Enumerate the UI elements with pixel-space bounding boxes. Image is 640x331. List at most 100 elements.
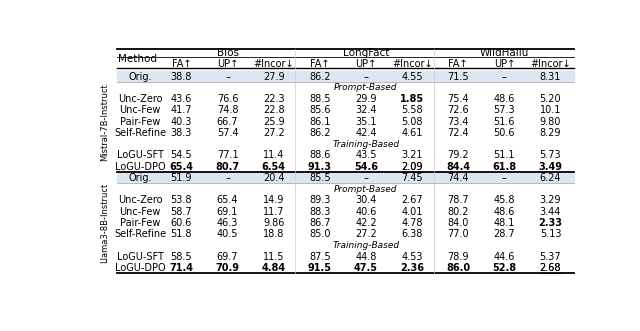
Text: 32.4: 32.4 [355, 106, 377, 116]
Text: 5.08: 5.08 [401, 117, 423, 127]
Text: 3.44: 3.44 [540, 207, 561, 216]
Text: 27.9: 27.9 [263, 72, 285, 82]
Text: 11.4: 11.4 [263, 150, 284, 161]
Text: 61.8: 61.8 [492, 162, 516, 172]
Text: 22.8: 22.8 [263, 106, 285, 116]
Text: 70.9: 70.9 [216, 263, 239, 273]
Text: LoGU-DPO: LoGU-DPO [115, 162, 166, 172]
Text: 20.4: 20.4 [263, 173, 284, 183]
Text: 28.7: 28.7 [493, 229, 515, 239]
Text: –: – [364, 72, 369, 82]
Text: 91.3: 91.3 [308, 162, 332, 172]
Text: #Incor↓: #Incor↓ [392, 59, 433, 69]
Text: 69.1: 69.1 [217, 207, 238, 216]
Text: 30.4: 30.4 [355, 195, 376, 205]
Text: 89.3: 89.3 [309, 195, 330, 205]
Text: 5.37: 5.37 [540, 252, 561, 261]
Text: 42.2: 42.2 [355, 218, 377, 228]
Bar [117, 172, 573, 183]
Text: Method: Method [118, 54, 157, 64]
Text: 40.3: 40.3 [171, 117, 192, 127]
Text: 4.78: 4.78 [401, 218, 423, 228]
Text: 80.2: 80.2 [447, 207, 469, 216]
Text: 48.6: 48.6 [493, 207, 515, 216]
Text: 14.9: 14.9 [263, 195, 284, 205]
Text: 91.5: 91.5 [308, 263, 332, 273]
Text: #Incor↓: #Incor↓ [530, 59, 571, 69]
Text: 42.4: 42.4 [355, 128, 377, 138]
Text: 2.09: 2.09 [401, 162, 423, 172]
Text: 58.7: 58.7 [171, 207, 192, 216]
Text: 85.0: 85.0 [309, 229, 331, 239]
Text: 1.85: 1.85 [400, 94, 424, 104]
Text: 27.2: 27.2 [355, 229, 377, 239]
Text: 40.5: 40.5 [217, 229, 238, 239]
Text: 5.73: 5.73 [540, 150, 561, 161]
Text: 3.29: 3.29 [540, 195, 561, 205]
Text: 18.8: 18.8 [263, 229, 284, 239]
Text: 43.6: 43.6 [171, 94, 192, 104]
Text: WildHallu: WildHallu [479, 48, 529, 58]
Text: 66.7: 66.7 [217, 117, 238, 127]
Text: –: – [502, 72, 507, 82]
Text: 65.4: 65.4 [170, 162, 193, 172]
Text: 2.68: 2.68 [540, 263, 561, 273]
Text: Pair-Few: Pair-Few [120, 218, 161, 228]
Text: 54.6: 54.6 [354, 162, 378, 172]
Text: Prompt-Based: Prompt-Based [334, 83, 397, 92]
Text: 48.1: 48.1 [493, 218, 515, 228]
Bar [117, 71, 573, 82]
Text: Bios: Bios [216, 48, 239, 58]
Text: UP↑: UP↑ [355, 59, 376, 69]
Text: 53.8: 53.8 [171, 195, 192, 205]
Text: 44.8: 44.8 [355, 252, 376, 261]
Text: 86.0: 86.0 [446, 263, 470, 273]
Text: 88.5: 88.5 [309, 94, 331, 104]
Text: 3.49: 3.49 [538, 162, 563, 172]
Text: 80.7: 80.7 [216, 162, 239, 172]
Text: –: – [364, 173, 369, 183]
Text: 69.7: 69.7 [217, 252, 238, 261]
Text: Unc-Zero: Unc-Zero [118, 195, 163, 205]
Text: 77.1: 77.1 [217, 150, 238, 161]
Text: LoGU-SFT: LoGU-SFT [117, 150, 164, 161]
Text: 65.4: 65.4 [217, 195, 238, 205]
Text: 8.29: 8.29 [540, 128, 561, 138]
Text: 2.68: 2.68 [540, 263, 561, 273]
Text: 57.4: 57.4 [217, 128, 238, 138]
Text: #Incor↓: #Incor↓ [253, 59, 294, 69]
Text: 71.4: 71.4 [170, 263, 193, 273]
Text: 38.8: 38.8 [171, 72, 192, 82]
Text: Unc-Zero: Unc-Zero [118, 94, 163, 104]
Text: Orig.: Orig. [129, 72, 152, 82]
Text: UP↑: UP↑ [217, 59, 238, 69]
Text: Training-Based: Training-Based [332, 241, 399, 250]
Text: 48.6: 48.6 [493, 94, 515, 104]
Text: 6.38: 6.38 [401, 229, 423, 239]
Text: 2.09: 2.09 [401, 162, 423, 172]
Text: 77.0: 77.0 [447, 229, 469, 239]
Text: 40.6: 40.6 [355, 207, 376, 216]
Text: 38.3: 38.3 [171, 128, 192, 138]
Text: Unc-Few: Unc-Few [120, 106, 161, 116]
Text: 86.2: 86.2 [309, 128, 331, 138]
Text: Self-Refine: Self-Refine [114, 128, 166, 138]
Text: Unc-Few: Unc-Few [120, 207, 161, 216]
Text: 87.5: 87.5 [309, 252, 331, 261]
Text: 88.6: 88.6 [309, 150, 330, 161]
Text: 72.6: 72.6 [447, 106, 469, 116]
Text: 29.9: 29.9 [355, 94, 377, 104]
Text: 74.8: 74.8 [217, 106, 238, 116]
Text: 58.5: 58.5 [171, 252, 192, 261]
Text: 6.24: 6.24 [540, 173, 561, 183]
Text: 4.53: 4.53 [401, 252, 423, 261]
Text: 84.0: 84.0 [447, 218, 469, 228]
Text: 9.86: 9.86 [263, 218, 284, 228]
Text: 86.2: 86.2 [309, 72, 331, 82]
Text: Training-Based: Training-Based [332, 140, 399, 149]
Text: 85.5: 85.5 [309, 173, 331, 183]
Text: 35.1: 35.1 [355, 117, 377, 127]
Text: 74.4: 74.4 [447, 173, 469, 183]
Text: –: – [502, 173, 507, 183]
Text: 45.8: 45.8 [493, 195, 515, 205]
